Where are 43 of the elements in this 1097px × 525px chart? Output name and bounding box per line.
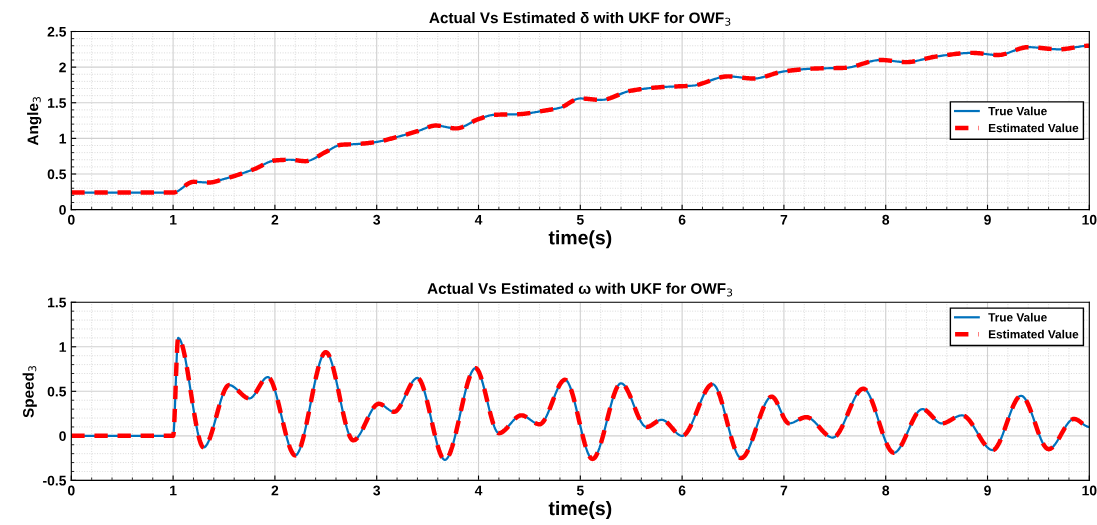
x-tick-label: 7 — [780, 485, 788, 496]
x-tick-label: 8 — [882, 214, 890, 225]
legend-label: True Value — [988, 106, 1047, 116]
legend-label: Estimated Value — [988, 329, 1079, 339]
legend-label: Estimated Value — [988, 123, 1079, 133]
x-tick-label: 10 — [1082, 214, 1097, 225]
chart-title: Actual Vs Estimated ω with UKF for OWF$_{3}$ — [427, 282, 733, 297]
y-tick-label: 1 — [59, 133, 67, 144]
x-tick-label: 0 — [67, 214, 75, 225]
x-tick-label: 9 — [984, 214, 991, 225]
x-tick-label: 2 — [271, 485, 279, 496]
x-tick-label: 2 — [271, 214, 279, 225]
y-tick-label: 0 — [59, 431, 66, 442]
x-tick-label: 3 — [373, 214, 381, 225]
y-tick-label: 0.5 — [47, 169, 67, 180]
y-tick-label: 1.5 — [48, 297, 67, 308]
x-tick-label: 7 — [780, 215, 788, 225]
y-tick-label: -0.5 — [43, 475, 67, 486]
x-tick-label: 4 — [474, 215, 483, 225]
x-tick-label: 3 — [373, 485, 381, 496]
y-tick-label: 1 — [59, 342, 67, 352]
x-axis-title: time(s) — [548, 230, 612, 249]
y-tick-label: 2 — [59, 62, 66, 73]
chart-title: Actual Vs Estimated δ with UKF for OWF$_{3}$ — [429, 12, 731, 26]
x-tick-label: 8 — [882, 485, 890, 496]
y-axis-title: Angle$_{3}$ — [27, 97, 42, 146]
y-tick-label: 2.5 — [47, 26, 67, 37]
y-axis-title: Speed$_{3}$ — [22, 366, 37, 418]
x-tick-label: 6 — [678, 485, 686, 496]
y-tick-label: 0.5 — [47, 386, 67, 397]
x-tick-label: 5 — [576, 485, 584, 496]
x-tick-label: 5 — [576, 215, 584, 225]
x-tick-label: 0 — [67, 485, 75, 496]
x-tick-label: 4 — [474, 485, 483, 496]
x-tick-label: 1 — [170, 485, 177, 496]
x-tick-label: 10 — [1082, 485, 1097, 496]
x-tick-label: 1 — [170, 215, 177, 225]
x-tick-label: 6 — [678, 214, 686, 225]
y-tick-label: 1.5 — [48, 98, 67, 108]
y-tick-label: 0 — [59, 204, 66, 215]
x-axis-title: time(s) — [548, 500, 612, 520]
legend-label: True Value — [988, 312, 1047, 322]
x-tick-label: 9 — [984, 485, 991, 496]
